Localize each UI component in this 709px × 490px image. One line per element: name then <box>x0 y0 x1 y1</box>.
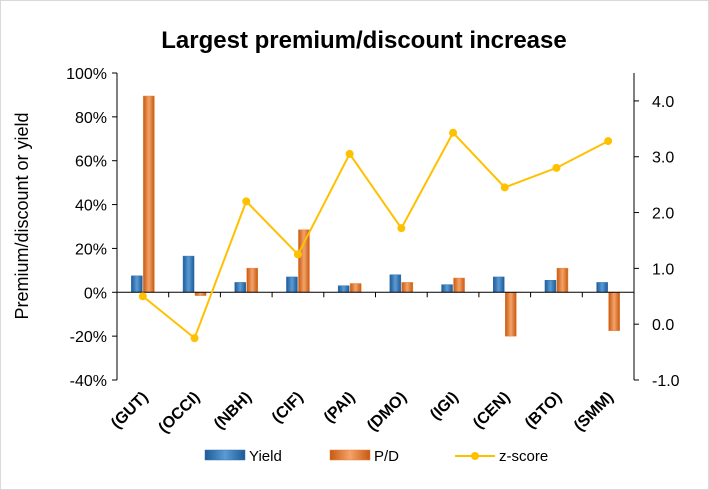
bar-p-d <box>556 267 569 293</box>
point-z-score <box>242 197 251 206</box>
legend-swatch-p-d <box>329 449 371 461</box>
chart-title: Largest premium/discount increase <box>161 27 566 54</box>
point-z-score <box>604 137 613 146</box>
bar-p-d <box>246 267 258 293</box>
bar-yield <box>234 282 246 293</box>
bar-yield <box>596 282 608 293</box>
point-z-score <box>552 163 561 172</box>
point-z-score <box>138 292 147 301</box>
y2-tick-label: -1.0 <box>652 373 680 390</box>
point-z-score <box>190 334 199 343</box>
bar-p-d <box>401 282 414 293</box>
y2-tick-label: 3.0 <box>652 150 674 167</box>
y-tick-label: 40% <box>75 198 107 215</box>
line-z-score <box>142 131 609 340</box>
bar-yield <box>544 279 557 293</box>
bar-yield <box>337 285 350 293</box>
y-tick-label: 20% <box>75 241 107 258</box>
bar-yield <box>493 276 505 293</box>
bar-yield <box>286 276 298 293</box>
legend: Yield P/D z-score <box>204 448 548 465</box>
y-axis-label: Premium/discount or yield <box>12 112 32 319</box>
y2-tick-label: 2.0 <box>652 206 674 223</box>
point-z-score <box>345 149 354 158</box>
bar-p-d <box>143 95 155 293</box>
point-z-score <box>500 183 509 192</box>
legend-label-z-score: z-score <box>499 448 548 465</box>
point-z-score <box>449 128 458 137</box>
bar-yield <box>182 255 195 293</box>
y2-tick-label: 4.0 <box>652 94 674 111</box>
bar-p-d <box>349 283 362 293</box>
y-tick-label: 60% <box>75 154 107 171</box>
legend-marker-z-score <box>471 452 479 460</box>
bar-p-d <box>298 229 310 293</box>
legend-swatch-yield <box>204 449 246 461</box>
y-tick-label: 0% <box>84 285 107 302</box>
bar-p-d <box>505 292 517 337</box>
bar-p-d <box>453 277 465 293</box>
y-tick-label: -20% <box>70 329 107 346</box>
y-tick-label: 80% <box>75 110 107 127</box>
y2-tick-label: 1.0 <box>652 261 674 278</box>
point-z-score <box>293 250 302 259</box>
y2-tick-label: 0.0 <box>652 317 674 334</box>
legend-label-p-d: P/D <box>374 448 399 465</box>
y-tick-label: -40% <box>70 373 107 390</box>
legend-label-yield: Yield <box>249 448 282 465</box>
bar-p-d <box>608 292 620 331</box>
bar-yield <box>389 274 402 293</box>
bar-yield <box>131 275 143 293</box>
y-tick-label: 100% <box>66 66 107 83</box>
point-z-score <box>397 224 406 233</box>
bar-yield <box>441 284 453 293</box>
